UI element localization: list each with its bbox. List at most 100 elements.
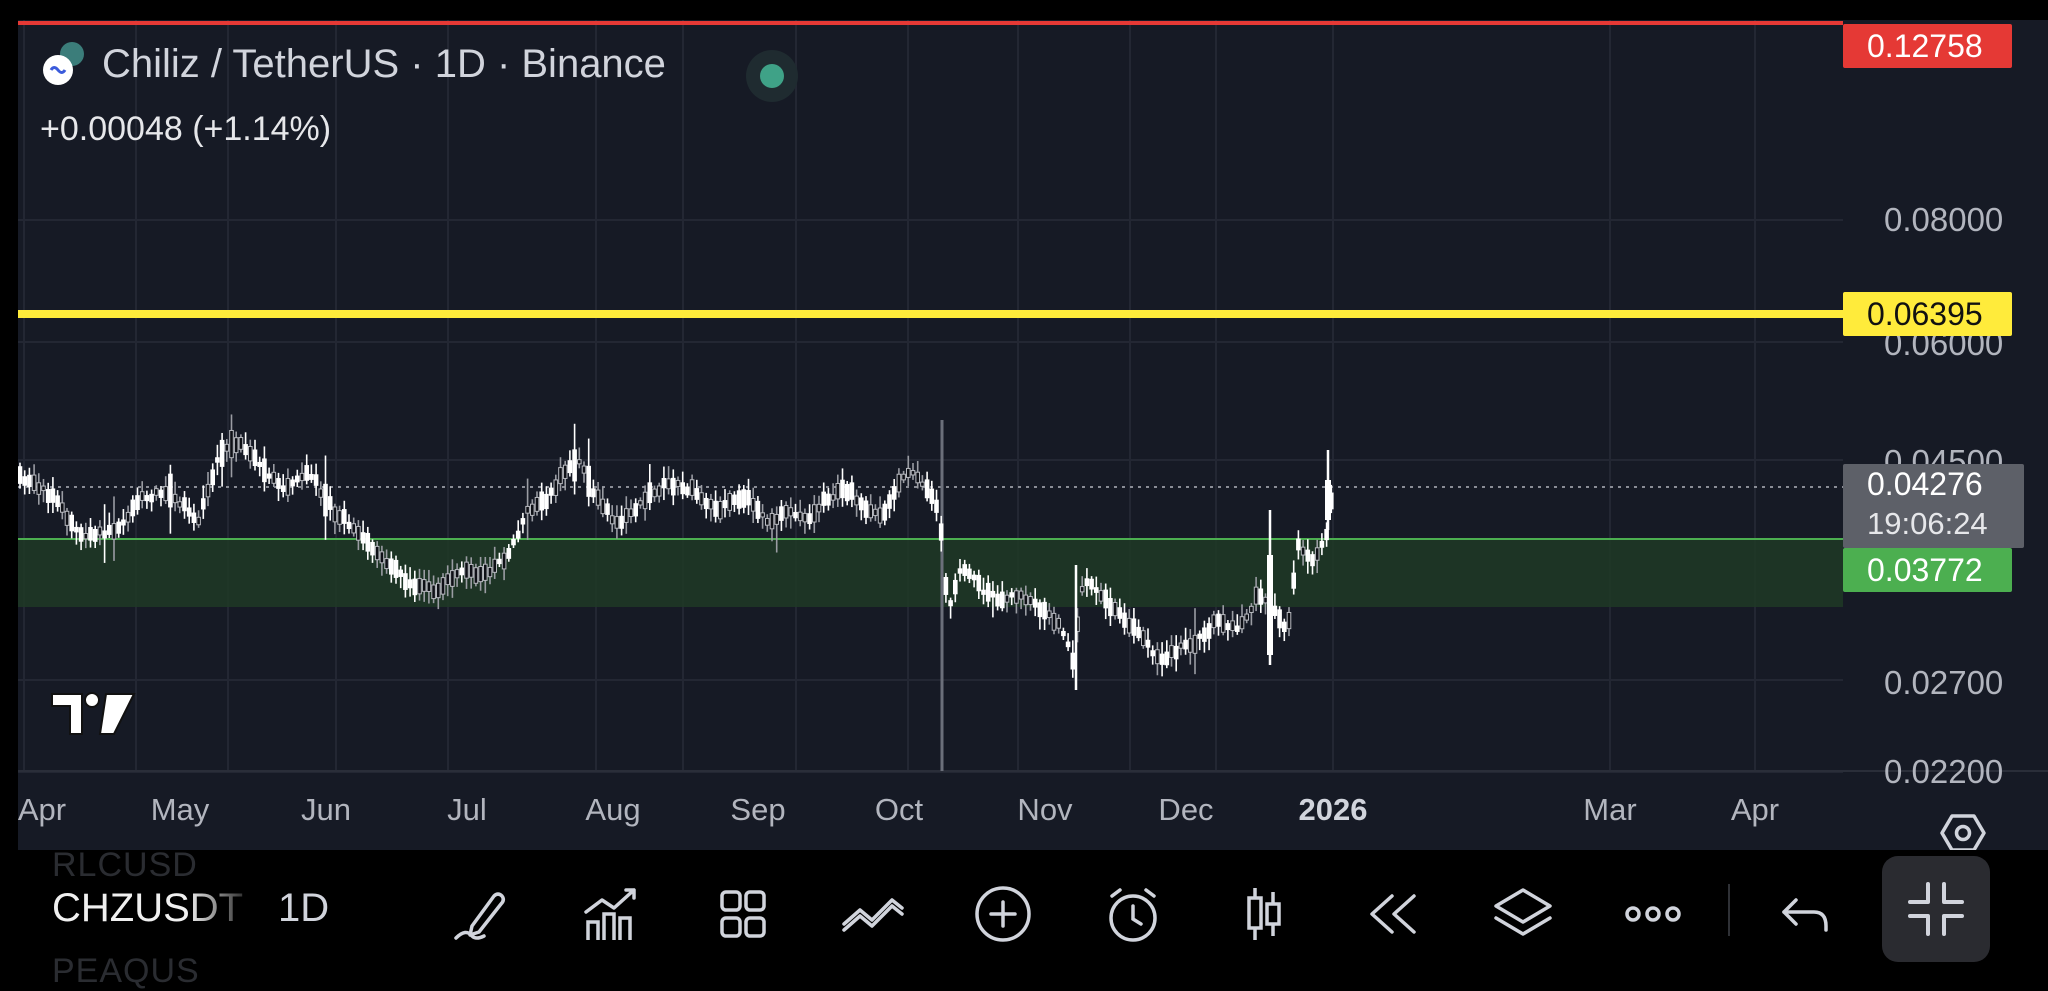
indicators-button[interactable] bbox=[578, 882, 648, 946]
candle-body bbox=[384, 558, 389, 570]
undo-button[interactable] bbox=[1770, 882, 1840, 946]
candle-body bbox=[591, 488, 596, 498]
candle-body bbox=[295, 475, 300, 483]
candle-body bbox=[219, 439, 225, 467]
candle-body bbox=[906, 467, 911, 478]
candle-body bbox=[365, 532, 371, 552]
compare-button[interactable] bbox=[838, 882, 908, 946]
candle-body bbox=[116, 521, 122, 534]
layers-button[interactable] bbox=[1488, 882, 1558, 946]
candle-body bbox=[995, 593, 1000, 607]
time-tick: Sep bbox=[730, 792, 786, 827]
interval-selector[interactable]: 1D bbox=[278, 886, 330, 930]
candle-body bbox=[656, 485, 662, 497]
candle-body bbox=[891, 486, 897, 500]
exit-fullscreen-button[interactable] bbox=[1882, 856, 1990, 962]
high-price-badge[interactable]: 0.12758 bbox=[1843, 24, 2012, 68]
candle-body bbox=[107, 524, 112, 535]
candle-body bbox=[812, 504, 817, 523]
settings-hexagon-icon bbox=[1940, 814, 1986, 850]
candle-body bbox=[1065, 641, 1071, 648]
market-status[interactable] bbox=[746, 50, 798, 102]
candle-body bbox=[327, 496, 333, 510]
candle-body bbox=[732, 494, 737, 505]
candle-body bbox=[779, 506, 784, 521]
candle-body bbox=[1314, 547, 1320, 561]
candle-body bbox=[1047, 610, 1052, 619]
candle-body bbox=[182, 497, 187, 512]
replay-button[interactable] bbox=[1358, 882, 1428, 946]
alert-icon bbox=[1109, 888, 1157, 942]
resistance-price-badge[interactable]: 0.06395 bbox=[1843, 292, 2012, 336]
indicators-icon bbox=[584, 888, 636, 940]
candle-body bbox=[83, 532, 89, 540]
candle-body bbox=[149, 493, 154, 503]
support-price-badge[interactable]: 0.03772 bbox=[1843, 548, 2012, 592]
candle-body bbox=[943, 577, 949, 595]
time-tick: Nov bbox=[1017, 792, 1073, 827]
chart-settings-button[interactable] bbox=[1938, 810, 1988, 850]
alert-button[interactable] bbox=[1098, 882, 1168, 946]
add-button[interactable] bbox=[968, 882, 1038, 946]
candle-body bbox=[1197, 633, 1203, 639]
candle-body bbox=[215, 457, 220, 463]
candle-body bbox=[1300, 546, 1306, 556]
candle-body bbox=[1202, 627, 1207, 642]
draw-tool-button[interactable] bbox=[446, 882, 516, 946]
chart-area[interactable]: Chiliz / TetherUS · 1D · Binance +0.0004… bbox=[18, 20, 2048, 850]
candle-body bbox=[1282, 621, 1287, 632]
time-tick: May bbox=[150, 792, 210, 827]
frame-left bbox=[0, 0, 18, 987]
candle-body bbox=[746, 490, 751, 506]
candle-body bbox=[985, 582, 991, 602]
candle-body bbox=[421, 579, 427, 592]
candle-body bbox=[92, 528, 98, 542]
layouts-button[interactable] bbox=[708, 882, 778, 946]
bar-countdown: 19:06:24 bbox=[1867, 506, 1988, 541]
price-change: +0.00048 (+1.14%) bbox=[40, 110, 332, 148]
candle-body bbox=[675, 479, 681, 487]
chart-title[interactable]: Chiliz / TetherUS · 1D · Binance bbox=[102, 42, 666, 86]
candle-body bbox=[1291, 572, 1297, 589]
candle-body bbox=[60, 502, 65, 513]
candle-body bbox=[835, 483, 841, 500]
candle-body bbox=[1296, 538, 1301, 551]
candle-body bbox=[1112, 602, 1118, 617]
candle-body bbox=[238, 437, 244, 450]
candle-body bbox=[511, 538, 516, 546]
previous-symbol[interactable]: RLCUSD bbox=[52, 846, 198, 884]
candle-body bbox=[1108, 598, 1113, 617]
more-button[interactable] bbox=[1618, 882, 1688, 946]
last-price-badge[interactable]: 0.04276 19:06:24 bbox=[1843, 464, 2024, 548]
candle-body bbox=[205, 483, 211, 498]
candle-body bbox=[1042, 601, 1047, 620]
candle-body bbox=[483, 563, 488, 581]
candle-body bbox=[266, 473, 272, 479]
candle-body bbox=[1324, 528, 1329, 541]
candle-body bbox=[1244, 613, 1250, 621]
candle-body bbox=[1206, 623, 1212, 639]
candle-body bbox=[431, 584, 436, 600]
candle-body bbox=[924, 479, 930, 499]
toolbar-divider bbox=[1728, 884, 1730, 936]
chart-type-button[interactable] bbox=[1228, 882, 1298, 946]
time-tick-year: 2026 bbox=[1298, 792, 1368, 827]
candle-body bbox=[934, 499, 939, 513]
candle-body bbox=[614, 516, 620, 529]
candle-body bbox=[135, 495, 140, 511]
candle-body bbox=[1272, 605, 1278, 616]
candle-body bbox=[1159, 653, 1165, 665]
candle-body bbox=[88, 527, 93, 541]
candle-body bbox=[1018, 590, 1024, 600]
next-symbol[interactable]: PEAQUS bbox=[52, 952, 200, 990]
candle-body bbox=[276, 478, 281, 489]
chiliz-logo-icon bbox=[42, 40, 90, 88]
candle-body bbox=[840, 479, 845, 499]
price-tick: 0.02700 bbox=[1884, 664, 2004, 701]
candle-body bbox=[953, 579, 958, 595]
candle-body bbox=[191, 512, 197, 523]
candle-body bbox=[1225, 623, 1231, 631]
chart-canvas[interactable] bbox=[18, 20, 2048, 850]
candle-body bbox=[487, 566, 493, 578]
time-tick: Apr bbox=[18, 792, 67, 827]
